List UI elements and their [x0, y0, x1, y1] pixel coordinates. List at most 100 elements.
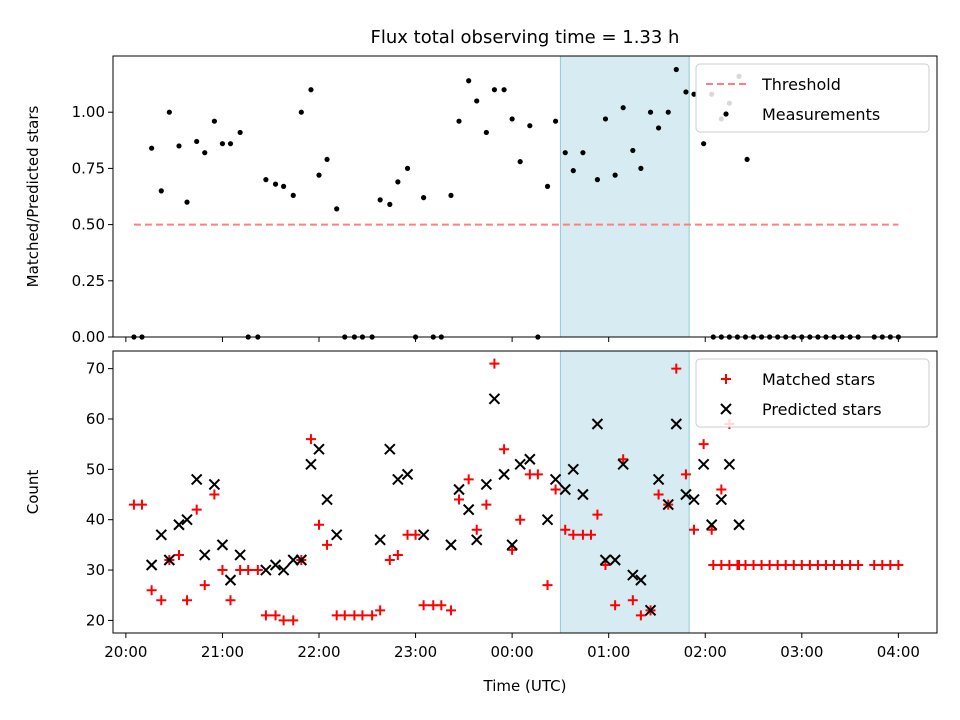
measurement-point [673, 66, 679, 73]
y-tick-label: 0.75 [72, 159, 105, 177]
matched-star-point [568, 529, 579, 540]
matched-star-point [592, 509, 603, 520]
matched-star-point [278, 615, 289, 626]
measurement-point [744, 156, 750, 163]
predicted-star-point [234, 549, 246, 561]
legend-predicted-swatch [720, 403, 732, 415]
predicted-star-point [715, 493, 728, 506]
measurement-point [404, 165, 411, 171]
matched-star-point [671, 363, 682, 374]
matched-star-point [260, 610, 271, 621]
measurement-point [202, 150, 208, 156]
measurement-point [290, 192, 296, 198]
matched-star-point [418, 600, 429, 611]
x-axis-label: Time (UTC) [483, 677, 567, 695]
measurement-point [377, 197, 383, 203]
matched-star-point [209, 489, 220, 500]
predicted-star-point [392, 473, 404, 486]
highlight-span [559, 55, 690, 338]
legend: Threshold Measurements [695, 63, 930, 133]
measurement-point [334, 206, 340, 212]
matched-star-point [173, 549, 184, 560]
star-count-panel: 20 30 40 50 60 70 20:00 21:00 22:00 23:00 00:00 01:… [24, 350, 938, 695]
matched-star-point [182, 595, 193, 606]
matched-star-point [191, 504, 202, 515]
predicted-star-point [145, 559, 158, 571]
predicted-star-point [549, 473, 562, 486]
legend-measurement-swatch [723, 111, 729, 117]
matched-star-point [893, 560, 904, 571]
x-tick-label: 00:00 [491, 643, 534, 661]
predicted-star-point [313, 443, 325, 455]
y-axis-label: Matched/Predicted stars [24, 106, 42, 288]
matched-star-point [357, 610, 368, 621]
axes-frame [112, 55, 938, 338]
predicted-star-point [163, 554, 176, 566]
legend: Matched stars Predicted stars [695, 358, 930, 428]
x-tick-label: 04:00 [877, 643, 920, 661]
matched-star-point [489, 358, 500, 369]
predicted-star-point [662, 498, 674, 511]
matched-star-point [217, 565, 228, 576]
predicted-star-point [697, 458, 710, 471]
measurement-point [612, 172, 618, 178]
measurement-point [691, 91, 697, 97]
measurement-point [630, 147, 636, 154]
y-tick-label: 40 [86, 511, 105, 529]
matched-star-point [384, 554, 395, 565]
y-tick-label: 0.00 [72, 328, 105, 346]
measurement-point [483, 129, 489, 136]
matched-star-point [367, 610, 378, 621]
matched-star-point [550, 484, 561, 495]
matched-star-point [436, 600, 447, 611]
legend-box [695, 63, 930, 133]
predicted-star-point [599, 554, 612, 566]
measurement-point [158, 188, 164, 194]
predicted-star-point [506, 539, 518, 551]
measurement-point [527, 123, 533, 129]
matched-star-point [585, 529, 596, 540]
matched-star-point [146, 585, 157, 596]
y-tick-label: 0.25 [72, 272, 105, 290]
matched-star-point [314, 519, 324, 530]
predicted-star-point [577, 488, 589, 501]
measurement-point [308, 87, 314, 93]
measurement-point [655, 125, 662, 131]
matched-star-point [136, 499, 147, 510]
matched-star-point [627, 595, 638, 606]
measurement-point [602, 116, 609, 122]
matched-star-point [322, 539, 333, 550]
y-tick-label: 60 [86, 410, 105, 428]
predicted-star-point [617, 458, 629, 471]
y-tick-label: 50 [86, 460, 105, 478]
predicted-star-point [488, 393, 501, 405]
predicted-star-point [524, 453, 536, 465]
measurement-point [562, 150, 568, 156]
measurement-point [517, 159, 523, 165]
matched-star-point [706, 524, 717, 535]
matched-star-point [410, 529, 421, 540]
matched-star-point [542, 580, 553, 591]
predicted-star-point [635, 574, 647, 586]
matched-star-point [199, 580, 210, 591]
matched-star-point [471, 524, 482, 535]
predicted-star-point [723, 458, 736, 471]
predicted-star-point [269, 559, 282, 571]
highlight-span [559, 350, 690, 634]
predicted-star-point [181, 513, 193, 526]
measurement-point [448, 192, 454, 198]
matched-star-point [392, 549, 403, 560]
matched-star-point [270, 610, 281, 621]
predicted-star-point [498, 468, 510, 481]
predicted-star-point [260, 564, 272, 576]
matched-star-point [698, 439, 709, 450]
matched-star-point [653, 489, 664, 500]
measurement-point [466, 78, 472, 84]
measurement-point [570, 168, 576, 174]
matched-star-point [481, 499, 492, 510]
measurement-point [176, 143, 182, 149]
matched-star-point [252, 565, 263, 576]
predicted-star-point [208, 478, 221, 491]
measurement-point [647, 109, 654, 115]
measurement-point [184, 199, 190, 205]
